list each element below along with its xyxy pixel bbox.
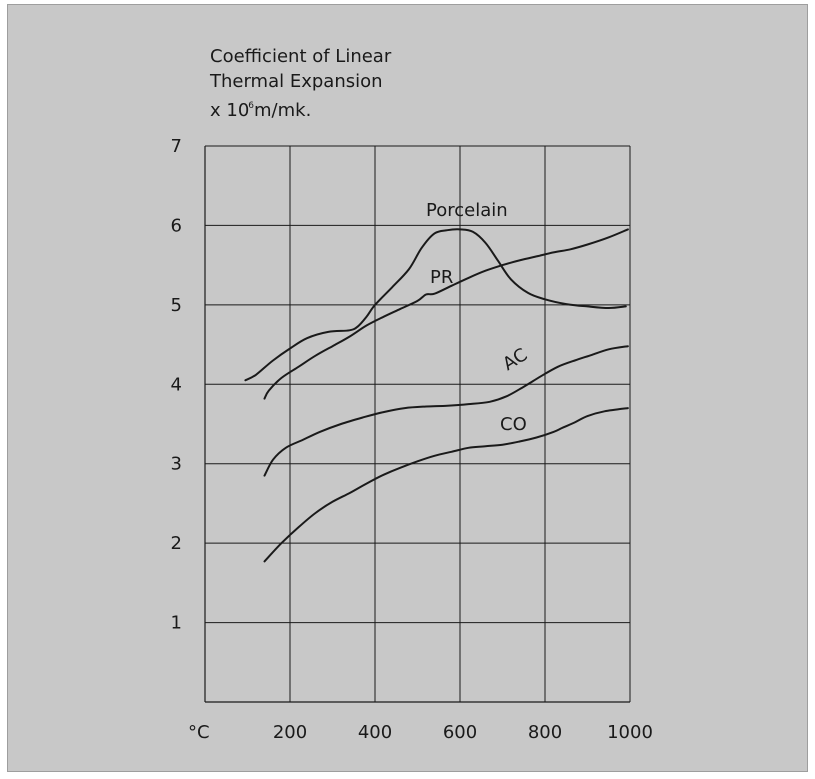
x-axis-unit-label: °C: [188, 722, 210, 743]
series-line-co: [263, 407, 629, 563]
series-label-ac: AC: [499, 344, 531, 375]
x-tick-label-200: 200: [273, 722, 307, 743]
y-axis-unit-suffix: m/mk.: [254, 100, 312, 121]
chart-panel: [7, 4, 808, 772]
y-axis-title: Coefficient of Linear Thermal Expansion …: [210, 44, 391, 123]
series-label-co: CO: [500, 414, 527, 435]
x-tick-label-600: 600: [443, 722, 477, 743]
y-tick-label-4: 4: [171, 374, 182, 395]
series-line-porcelain: [244, 228, 627, 382]
y-tick-label-7: 7: [171, 136, 182, 157]
x-tick-label-400: 400: [358, 722, 392, 743]
y-axis-unit-prefix: x 10: [210, 100, 250, 121]
y-tick-label-3: 3: [171, 454, 182, 475]
x-tick-label-800: 800: [528, 722, 562, 743]
y-axis-title-line-1: Coefficient of Linear: [210, 46, 392, 67]
series-label-porcelain: Porcelain: [426, 200, 508, 221]
grid: [204, 145, 631, 703]
y-axis-unit-exponent: 6: [248, 101, 255, 111]
series-line-pr: [263, 228, 629, 400]
x-tick-label-1000: 1000: [607, 722, 653, 743]
tick-labels: 1 2 3 4 5 6 7 200 400 600 800 1000: [171, 136, 653, 743]
series-lines: [244, 228, 629, 563]
y-tick-label-1: 1: [171, 613, 182, 634]
series-label-pr: PR: [430, 267, 453, 288]
y-tick-label-6: 6: [171, 215, 182, 236]
series-line-ac: [263, 345, 629, 477]
y-tick-label-5: 5: [171, 295, 182, 316]
y-tick-label-2: 2: [171, 533, 182, 554]
y-axis-title-line-2: Thermal Expansion: [210, 71, 383, 92]
y-axis-unit: x 106m/mk.: [210, 94, 391, 123]
